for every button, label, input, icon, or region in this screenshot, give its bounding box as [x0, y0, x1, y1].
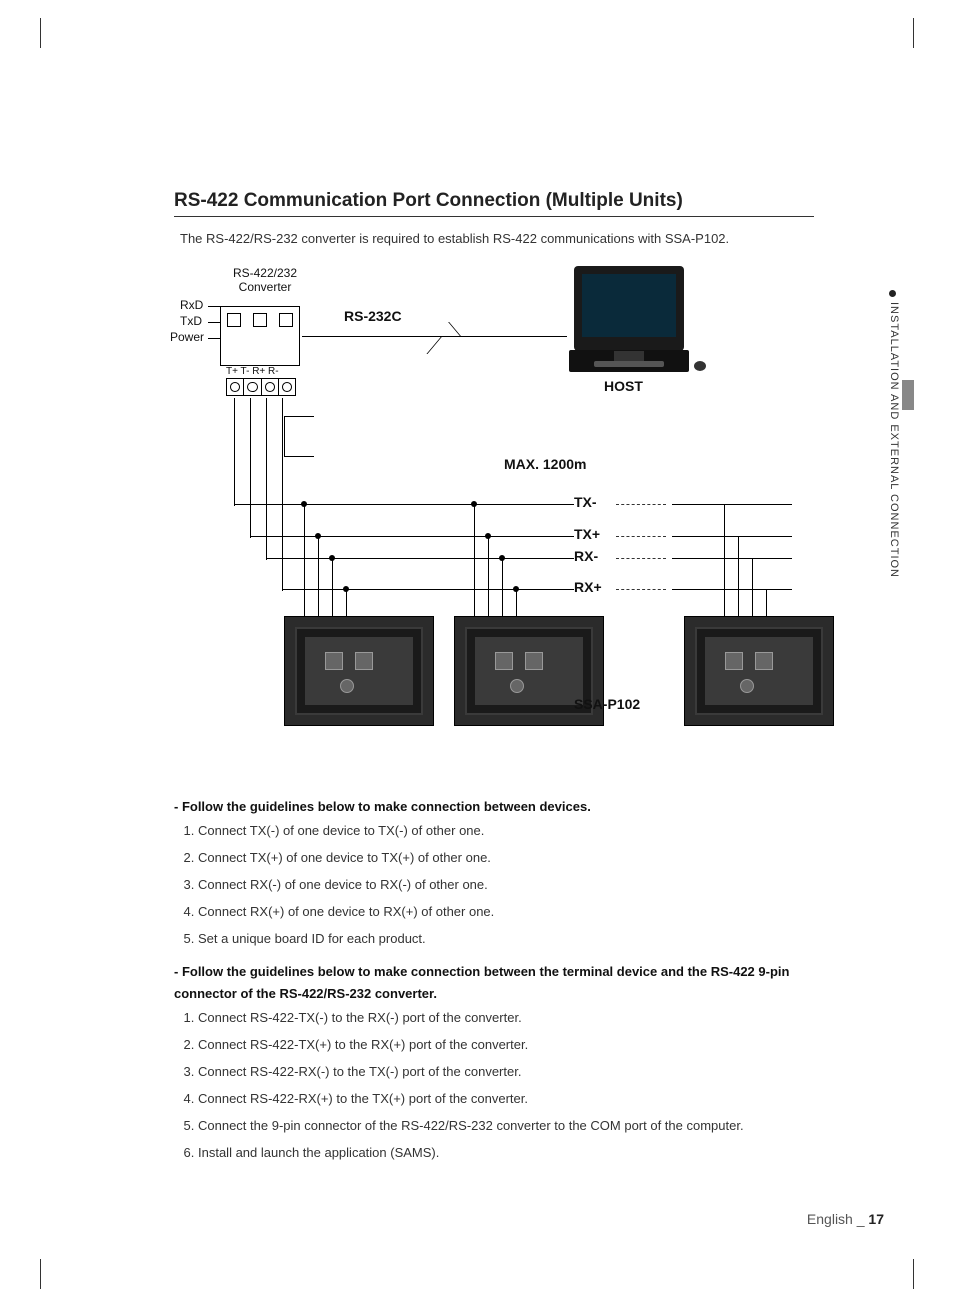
guide2-step: Connect the 9-pin connector of the RS-42… [198, 1115, 864, 1137]
page-footer: English _ 17 [807, 1211, 884, 1227]
label-power: Power [170, 330, 204, 344]
title-underline [174, 216, 814, 217]
label-tx-plus: TX+ [574, 526, 600, 542]
guide2-heading: - Follow the guidelines below to make co… [174, 961, 814, 1005]
guide2-step: Connect RS-422-RX(-) to the TX(-) port o… [198, 1061, 864, 1083]
converter-title-1: RS-422/232 [230, 266, 300, 280]
side-tab-label: INSTALLATION AND EXTERNAL CONNECTION [888, 302, 900, 578]
guide1-heading: - Follow the guidelines below to make co… [174, 796, 864, 818]
guide1-step: Set a unique board ID for each product. [198, 928, 864, 950]
footer-sep: _ [857, 1211, 865, 1227]
guide1-step: Connect TX(+) of one device to TX(+) of … [198, 847, 864, 869]
guide1-step: Connect RX(+) of one device to RX(+) of … [198, 901, 864, 923]
host-monitor-icon [574, 266, 684, 351]
guide2-step: Connect RS-422-TX(-) to the RX(-) port o… [198, 1007, 864, 1029]
label-txd: TxD [180, 314, 202, 328]
label-rx-minus: RX- [574, 548, 598, 564]
side-tab: INSTALLATION AND EXTERNAL CONNECTION [880, 280, 914, 610]
terminal-block [226, 378, 296, 396]
guide2-list: Connect RS-422-TX(-) to the RX(-) port o… [180, 1007, 864, 1165]
guide2-step: Connect RS-422-TX(+) to the RX(+) port o… [198, 1034, 864, 1056]
terminal-labels: T+ T- R+ R- [226, 366, 279, 377]
guide2-step: Connect RS-422-RX(+) to the TX(+) port o… [198, 1088, 864, 1110]
side-tab-marker [902, 380, 914, 410]
label-tx-minus: TX- [574, 494, 597, 510]
label-host: HOST [604, 378, 643, 394]
converter-title-2: Converter [230, 280, 300, 294]
label-rs232c: RS-232C [344, 308, 402, 324]
guide1-step: Connect RX(-) of one device to RX(-) of … [198, 874, 864, 896]
label-rx-plus: RX+ [574, 579, 602, 595]
host-mouse-icon [694, 361, 706, 371]
label-rxd: RxD [180, 298, 203, 312]
converter-box [220, 306, 300, 366]
side-tab-bullet [889, 290, 896, 297]
guide1-step: Connect TX(-) of one device to TX(-) of … [198, 820, 864, 842]
footer-page-number: 17 [868, 1211, 884, 1227]
guide1-list: Connect TX(-) of one device to TX(-) of … [180, 820, 864, 950]
label-device-model: SSA-P102 [574, 696, 640, 712]
guide2-step: Install and launch the application (SAMS… [198, 1142, 864, 1164]
device-board-3 [684, 616, 834, 726]
footer-language: English [807, 1211, 853, 1227]
wiring-diagram: RS-422/232 Converter RxD TxD Power T+ T-… [174, 266, 834, 756]
label-max-distance: MAX. 1200m [504, 456, 586, 472]
intro-text: The RS-422/RS-232 converter is required … [180, 231, 864, 246]
device-board-1 [284, 616, 434, 726]
instructions-block: - Follow the guidelines below to make co… [174, 796, 864, 1164]
section-title: RS-422 Communication Port Connection (Mu… [174, 190, 864, 212]
